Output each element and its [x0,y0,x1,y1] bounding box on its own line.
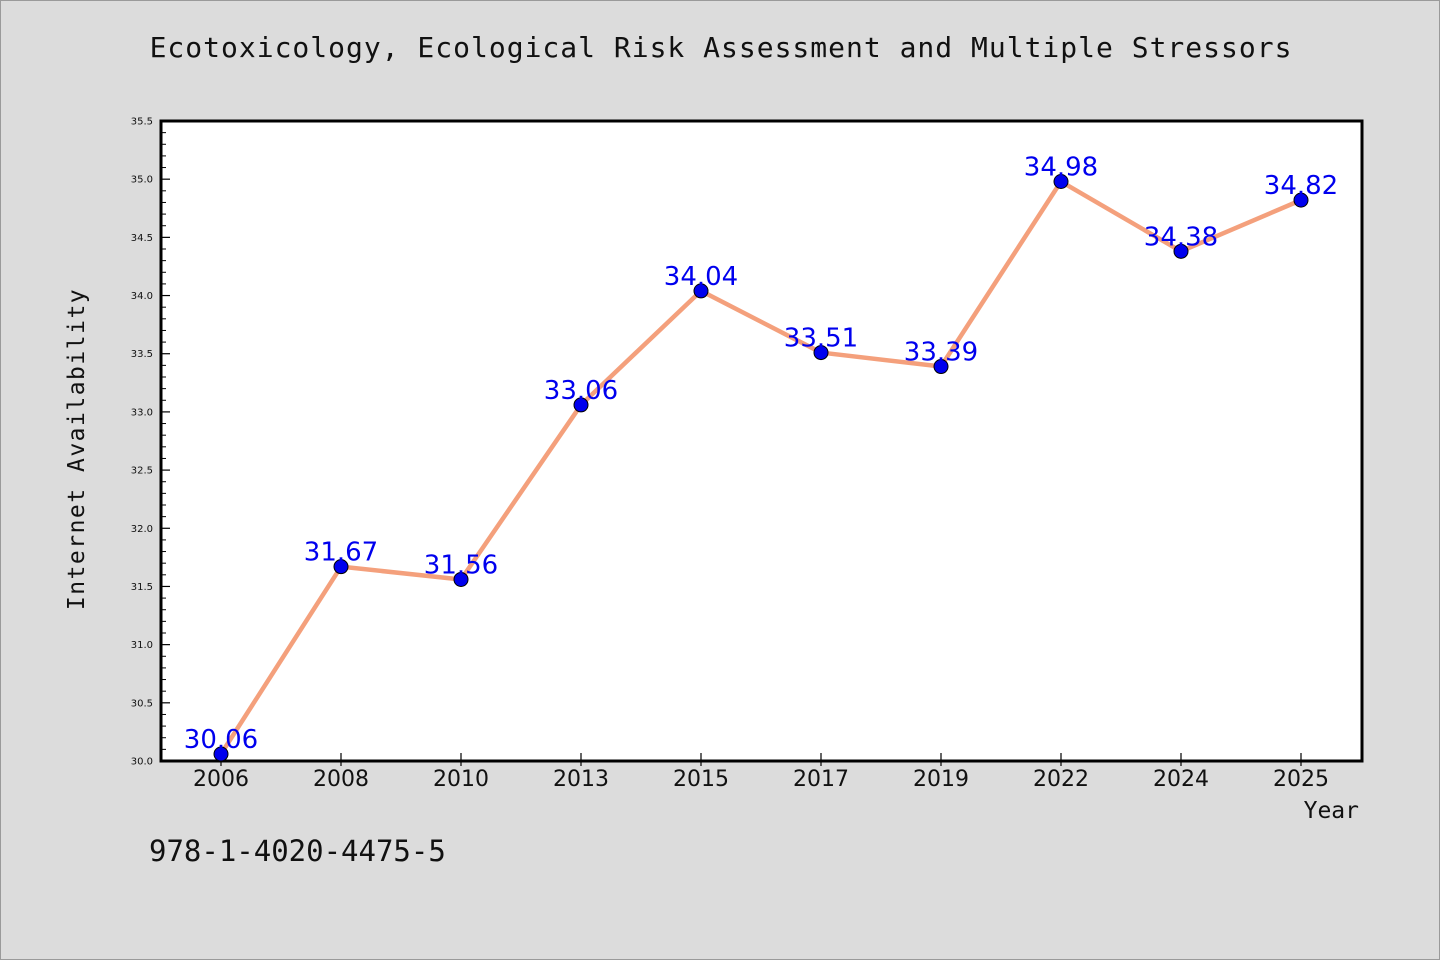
data-point [693,283,709,299]
data-point [1173,243,1189,259]
y-tick-label: 34.5 [131,233,153,244]
x-tick-label: 2006 [193,767,249,792]
x-tick-label: 2015 [673,767,729,792]
x-tick-label: 2025 [1273,767,1329,792]
data-label: 31.67 [304,538,378,568]
data-label: 33.51 [784,324,858,354]
y-tick-label: 34.0 [131,291,153,302]
data-label: 34.38 [1144,222,1218,252]
y-tick-label: 31.5 [131,582,153,593]
data-point [1293,192,1309,208]
data-label: 34.82 [1264,171,1338,201]
data-label: 31.56 [424,550,498,580]
x-tick-label: 2008 [313,767,369,792]
data-point [933,359,949,375]
y-tick-label: 33.5 [131,349,153,360]
x-tick-label: 2022 [1033,767,1089,792]
data-label: 34.04 [664,262,738,292]
plot-area [159,119,1364,763]
x-tick-label: 2010 [433,767,489,792]
y-tick-label: 32.0 [131,524,153,535]
data-label: 34.98 [1024,153,1098,183]
data-point [1053,174,1069,190]
x-tick-label: 2024 [1153,767,1209,792]
y-tick-label: 30.5 [131,698,153,709]
isbn-text: 978-1-4020-4475-5 [149,834,446,868]
x-tick-label: 2017 [793,767,849,792]
data-label: 33.39 [904,338,978,368]
data-point [453,571,469,587]
series-line [218,179,1304,757]
y-tick-label: 35.0 [131,175,153,186]
data-point [813,345,829,361]
y-tick-label: 31.0 [131,640,153,651]
data-point [333,559,349,575]
x-tick-label: 2013 [553,767,609,792]
data-point [573,397,589,413]
y-tick-label: 33.0 [131,407,153,418]
x-axis-label: Year [1303,798,1359,824]
data-label: 33.06 [544,376,618,406]
y-tick-label: 35.5 [131,117,153,128]
y-tick-label: 30.0 [131,757,153,768]
chart-title: Ecotoxicology, Ecological Risk Assessmen… [149,31,1293,64]
x-tick-label: 2019 [913,767,969,792]
data-point [213,746,229,762]
data-label: 30.06 [184,725,258,755]
y-tick-label: 32.5 [131,466,153,477]
